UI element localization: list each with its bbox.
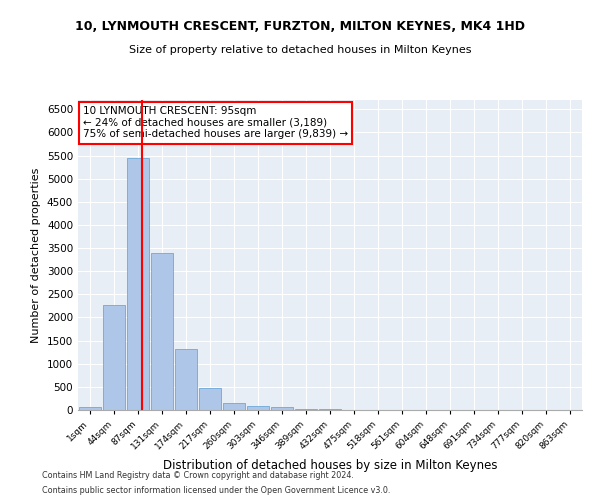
Text: Contains public sector information licensed under the Open Government Licence v3: Contains public sector information licen… bbox=[42, 486, 391, 495]
Text: 10 LYNMOUTH CRESCENT: 95sqm
← 24% of detached houses are smaller (3,189)
75% of : 10 LYNMOUTH CRESCENT: 95sqm ← 24% of det… bbox=[83, 106, 348, 140]
Bar bbox=[103, 304, 125, 410]
Bar bbox=[175, 350, 197, 410]
Bar bbox=[247, 406, 269, 410]
Bar bbox=[295, 408, 317, 410]
Bar bbox=[199, 388, 221, 410]
Bar bbox=[223, 402, 245, 410]
X-axis label: Distribution of detached houses by size in Milton Keynes: Distribution of detached houses by size … bbox=[163, 460, 497, 472]
Text: Contains HM Land Registry data © Crown copyright and database right 2024.: Contains HM Land Registry data © Crown c… bbox=[42, 471, 354, 480]
Text: 10, LYNMOUTH CRESCENT, FURZTON, MILTON KEYNES, MK4 1HD: 10, LYNMOUTH CRESCENT, FURZTON, MILTON K… bbox=[75, 20, 525, 33]
Bar bbox=[151, 253, 173, 410]
Bar bbox=[79, 406, 101, 410]
Bar bbox=[271, 408, 293, 410]
Text: Size of property relative to detached houses in Milton Keynes: Size of property relative to detached ho… bbox=[129, 45, 471, 55]
Y-axis label: Number of detached properties: Number of detached properties bbox=[31, 168, 41, 342]
Bar bbox=[127, 158, 149, 410]
